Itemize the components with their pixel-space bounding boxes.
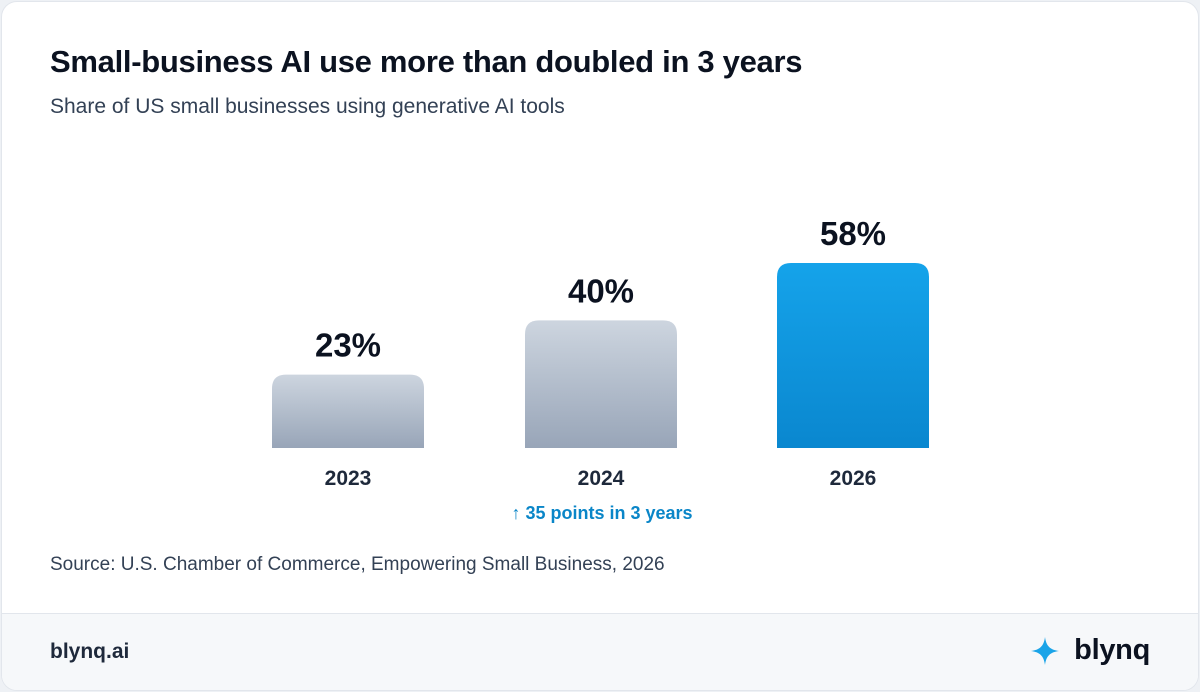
category-label-2026: 2026 [830,467,877,490]
source-note: Source: U.S. Chamber of Commerce, Empowe… [50,554,665,575]
footer-url[interactable]: blynq.ai [50,640,130,663]
category-label-2024: 2024 [578,467,625,490]
arrow-up-icon: ↑ [511,503,525,523]
chart-title: Small-business AI use more than doubled … [50,44,803,79]
brand-logo: blynq [1030,634,1150,667]
value-label-2026: 58% [820,215,886,252]
value-label-2023: 23% [315,327,381,364]
growth-annotation-text: 35 points in 3 years [525,503,692,523]
bar-chart: 23% 2023 40% 2024 58% 2026 ↑ 35 points in 3 y… [272,215,929,523]
footer: blynq.ai blynq [2,613,1198,690]
sparkle-icon [1031,636,1060,665]
value-label-2024: 40% [568,272,634,309]
brand-name: blynq [1074,634,1150,666]
bar-2026 [777,263,929,448]
bar-2024 [525,320,677,448]
growth-annotation: ↑ 35 points in 3 years [511,503,692,523]
category-label-2023: 2023 [325,467,372,490]
bar-2023 [272,374,424,448]
chart-subtitle: Share of US small businesses using gener… [50,95,565,118]
